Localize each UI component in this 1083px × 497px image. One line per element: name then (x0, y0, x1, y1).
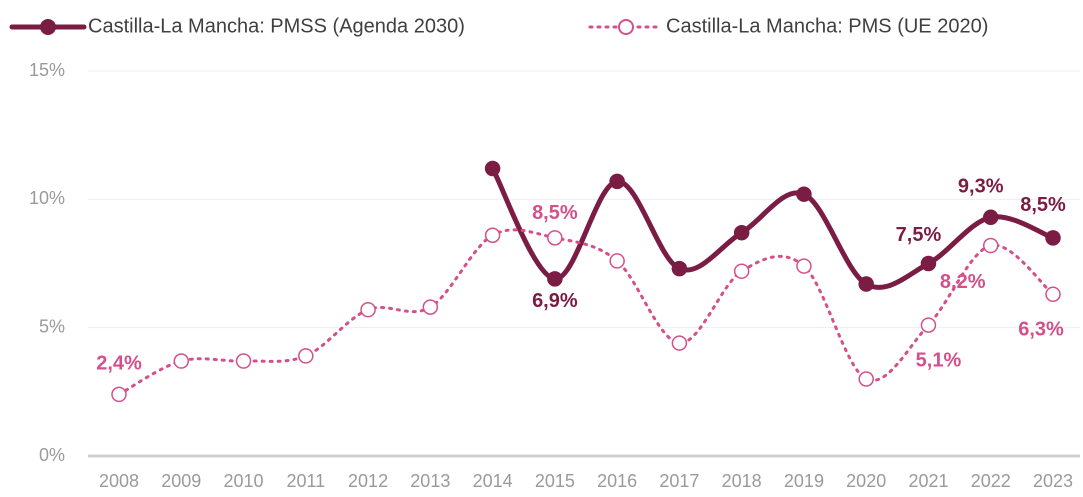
x-tick-label: 2020 (846, 471, 886, 491)
data-point (920, 317, 937, 333)
data-label: 8,5% (532, 202, 578, 224)
data-point (298, 348, 314, 364)
data-point (920, 255, 937, 272)
data-label: 5,1% (916, 349, 962, 371)
data-point (733, 263, 750, 279)
y-tick-label: 15% (29, 60, 65, 80)
legend-marker (40, 19, 56, 35)
data-point (484, 160, 501, 177)
legend-label: Castilla-La Mancha: PMS (UE 2020) (666, 15, 988, 37)
data-point (1045, 286, 1061, 303)
x-tick-label: 2014 (473, 471, 513, 491)
data-label: 7,5% (896, 224, 942, 246)
data-label: 8,5% (1020, 194, 1066, 216)
legend-label: Castilla-La Mancha: PMSS (Agenda 2030) (88, 15, 465, 37)
x-tick-label: 2012 (348, 471, 388, 491)
data-point (360, 301, 376, 318)
data-point (1045, 230, 1061, 246)
data-label: 9,3% (958, 176, 1004, 198)
data-point (982, 237, 999, 254)
x-tick-label: 2023 (1033, 471, 1073, 491)
x-tick-label: 2017 (659, 471, 699, 491)
data-point (671, 335, 688, 351)
y-tick-label: 5% (39, 316, 65, 336)
y-tick-label: 10% (29, 188, 65, 208)
data-point (547, 271, 563, 287)
x-tick-label: 2008 (99, 471, 139, 491)
data-point (858, 371, 874, 387)
data-point (484, 227, 501, 244)
data-point (609, 253, 625, 269)
x-tick-label: 2015 (535, 471, 575, 491)
data-point (173, 353, 190, 369)
y-tick-label: 0% (39, 445, 65, 465)
series-line (490, 166, 1056, 290)
data-label: 6,3% (1018, 319, 1064, 341)
data-point (982, 209, 999, 226)
legend-marker (618, 19, 634, 35)
x-tick-label: 2013 (410, 471, 450, 491)
x-tick-label: 2022 (971, 471, 1011, 491)
data-point (671, 260, 688, 277)
series-line (117, 228, 1055, 396)
x-tick-label: 2011 (286, 471, 325, 491)
data-label: 6,9% (532, 290, 578, 312)
data-point (796, 186, 812, 202)
x-tick-label: 2009 (161, 471, 201, 491)
data-label: 8,2% (940, 271, 986, 293)
data-point (796, 258, 812, 274)
x-tick-label: 2010 (224, 471, 264, 491)
data-label: 2,4% (96, 353, 142, 375)
x-tick-label: 2018 (722, 471, 762, 491)
x-tick-label: 2019 (784, 471, 824, 491)
x-tick-label: 2021 (908, 471, 948, 491)
x-tick-label: 2016 (597, 471, 637, 491)
data-point (733, 224, 750, 241)
data-point (858, 276, 874, 292)
data-point (547, 230, 563, 246)
data-point (111, 386, 127, 403)
data-point (235, 353, 252, 369)
data-point (609, 173, 625, 190)
data-point (422, 299, 439, 315)
